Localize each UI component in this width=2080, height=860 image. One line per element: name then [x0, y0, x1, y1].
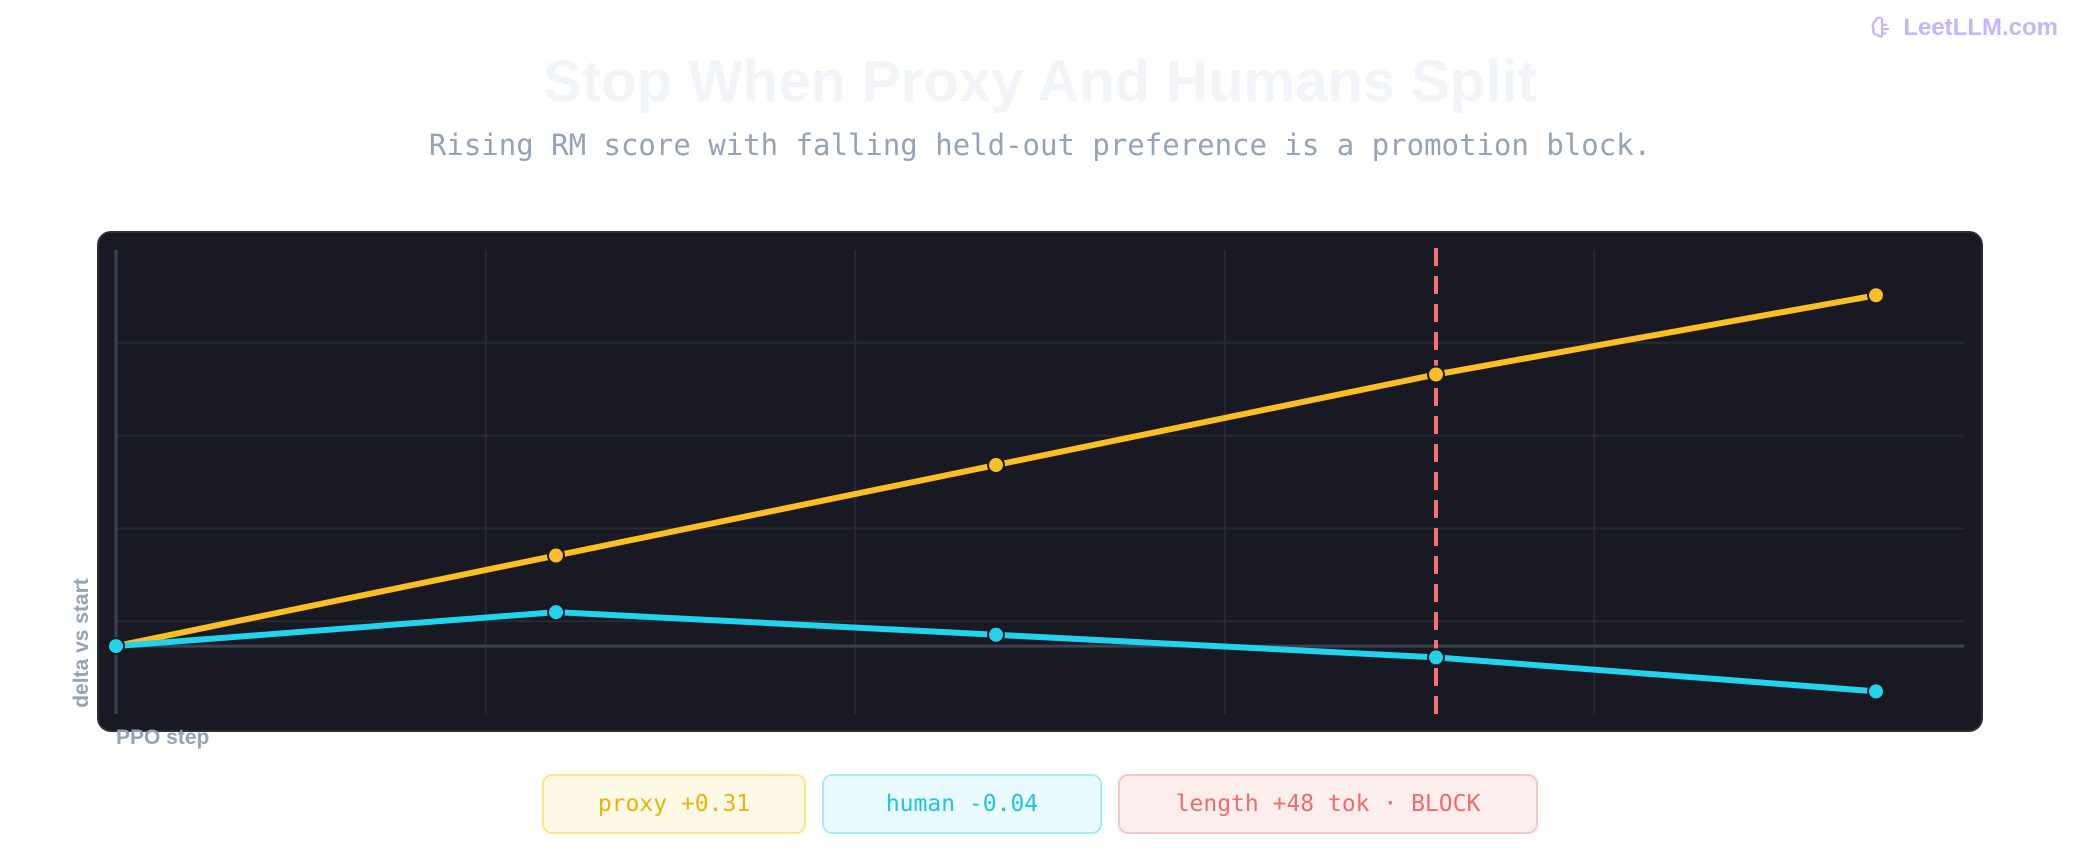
human-point — [1427, 648, 1445, 667]
proxy-point — [1867, 286, 1885, 305]
chart-subtitle: Rising RM score with falling held-out pr… — [428, 128, 1652, 162]
length-block-pill: length +48 tok · BLOCK — [1118, 774, 1538, 834]
proxy-point — [547, 546, 565, 565]
brain-icon — [1871, 16, 1890, 38]
human-point — [987, 625, 1005, 644]
chart-title: Stop When Proxy And Humans Split — [543, 49, 1537, 114]
proxy-point — [1427, 365, 1445, 384]
human-point — [547, 603, 565, 622]
chart-panel — [97, 231, 1983, 732]
x-axis-label: PPO step — [116, 726, 210, 749]
human-point — [1867, 682, 1885, 701]
proxy-point — [987, 456, 1005, 475]
y-axis-label: delta vs start — [70, 578, 93, 708]
human-point — [107, 637, 125, 656]
brand-name: LeetLLM.com — [1903, 14, 2058, 41]
proxy-delta-pill: proxy +0.31 — [542, 774, 806, 834]
human-delta-pill: human -0.04 — [822, 774, 1102, 834]
human-series-line — [113, 609, 1879, 695]
brand-logo: LeetLLM.com — [1869, 14, 2058, 42]
